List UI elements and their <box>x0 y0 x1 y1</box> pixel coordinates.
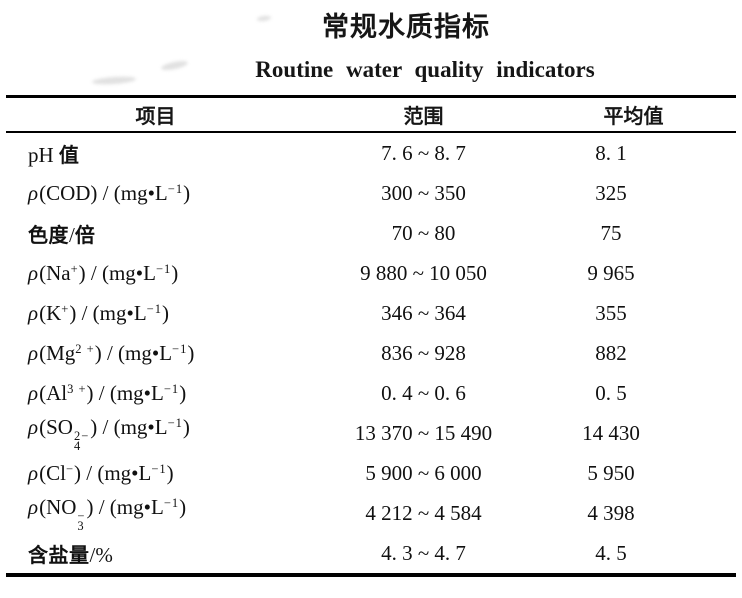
row-average-value: 355 <box>595 300 627 325</box>
table-row: ρ(Al3 +) / (mg•L−1) 0. 4 ~ 0. 6 0. 5 <box>6 373 736 413</box>
row-range-value: 300 ~ 350 <box>381 180 466 205</box>
row-item-label: ρ(Mg2 +) / (mg•L−1) <box>28 340 195 365</box>
row-item-label: 色度/倍 <box>28 222 96 247</box>
row-item-label: 含盐量/% <box>28 542 113 567</box>
row-average-value: 5 950 <box>587 460 635 485</box>
row-average-value: 75 <box>600 220 622 245</box>
row-item-label: ρ(Cl−) / (mg•L−1) <box>28 460 174 485</box>
table-row: 色度/倍 70 ~ 80 75 <box>6 213 736 253</box>
row-range-value: 836 ~ 928 <box>381 340 466 365</box>
row-average-value: 325 <box>595 180 627 205</box>
row-item-label: ρ(SO 2− 4) / (mg•L−1) <box>28 415 190 453</box>
row-item-label: ρ(Na+) / (mg•L−1) <box>28 260 179 285</box>
row-item-label: pH 值 <box>28 142 80 167</box>
row-range-value: 70 ~ 80 <box>391 220 456 245</box>
row-item-label: ρ(NO −3) / (mg•L−1) <box>28 495 187 533</box>
row-average-value: 882 <box>595 340 627 365</box>
row-average-value: 9 965 <box>587 260 635 285</box>
chinese-title: 常规水质指标 <box>322 12 490 42</box>
row-item-label: ρ(K+) / (mg•L−1) <box>28 300 169 325</box>
row-average-value: 8. 1 <box>595 140 627 165</box>
row-average-value: 4. 5 <box>595 540 627 565</box>
row-range-value: 9 880 ~ 10 050 <box>360 260 487 285</box>
table-row: ρ(COD) / (mg•L−1) 300 ~ 350 325 <box>6 173 736 213</box>
row-range-value: 7. 6 ~ 8. 7 <box>381 140 466 165</box>
header-average: 平均值 <box>603 106 664 128</box>
table-bottom-rule <box>6 573 736 577</box>
table-row: ρ(Cl−) / (mg•L−1) 5 900 ~ 6 000 5 950 <box>6 453 736 493</box>
row-item-label: ρ(COD) / (mg•L−1) <box>28 180 191 205</box>
water-quality-table: 项目 范围 平均值 pH 值 7. 6 ~ 8. 7 8. 1 ρ(COD) / (m… <box>6 95 736 577</box>
table-row: 含盐量/% 4. 3 ~ 4. 7 4. 5 <box>6 533 736 573</box>
row-range-value: 5 900 ~ 6 000 <box>365 460 482 485</box>
row-average-value: 4 398 <box>587 500 635 525</box>
table-row: ρ(K+) / (mg•L−1) 346 ~ 364 355 <box>6 293 736 333</box>
header-range: 范围 <box>403 106 444 128</box>
row-average-value: 0. 5 <box>595 380 627 405</box>
row-item-label: ρ(Al3 +) / (mg•L−1) <box>28 380 187 405</box>
header-item: 项目 <box>135 106 176 128</box>
english-title: Routine water quality indicators <box>255 57 595 82</box>
table-row: ρ(Mg2 +) / (mg•L−1) 836 ~ 928 882 <box>6 333 736 373</box>
table-row: ρ(SO 2− 4) / (mg•L−1) 13 370 ~ 15 490 14 430 <box>6 413 736 453</box>
table-row: pH 值 7. 6 ~ 8. 7 8. 1 <box>6 133 736 173</box>
table-top-rule <box>6 95 736 98</box>
row-range-value: 4. 3 ~ 4. 7 <box>381 540 466 565</box>
table-header-row: 项目 范围 平均值 <box>6 98 736 133</box>
table-body: pH 值 7. 6 ~ 8. 7 8. 1 ρ(COD) / (mg•L−1) 300 … <box>6 133 736 573</box>
row-range-value: 13 370 ~ 15 490 <box>354 420 493 445</box>
row-range-value: 4 212 ~ 4 584 <box>365 500 482 525</box>
row-average-value: 14 430 <box>582 420 640 445</box>
table-row: ρ(NO −3) / (mg•L−1) 4 212 ~ 4 584 4 398 <box>6 493 736 533</box>
row-range-value: 0. 4 ~ 0. 6 <box>381 380 466 405</box>
table-row: ρ(Na+) / (mg•L−1) 9 880 ~ 10 050 9 965 <box>6 253 736 293</box>
row-range-value: 346 ~ 364 <box>381 300 466 325</box>
